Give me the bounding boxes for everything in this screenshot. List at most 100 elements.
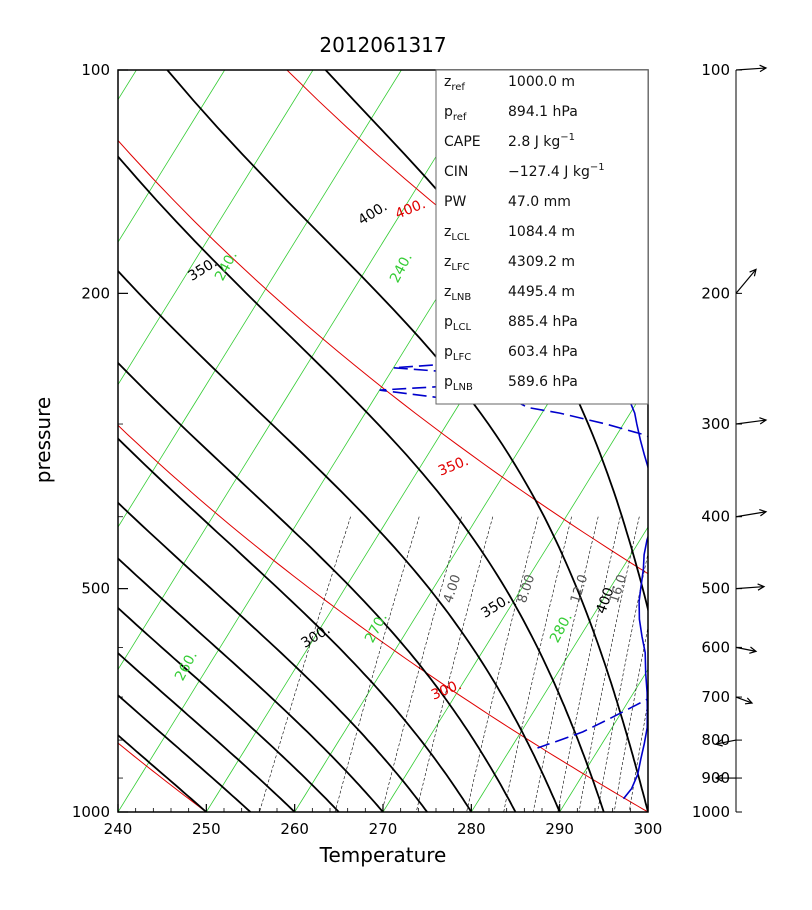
mixing-ratio-line <box>597 552 648 812</box>
y-tick-label: 100 <box>81 61 110 79</box>
wind-level-label: 200 <box>701 284 730 302</box>
x-tick-label: 250 <box>192 820 221 838</box>
wind-arrowhead <box>759 509 768 517</box>
dry-adiabat-label: 350. <box>436 453 471 480</box>
x-tick-label: 280 <box>457 820 486 838</box>
mixing-ratio-line <box>532 516 599 812</box>
wind-arrowhead <box>757 583 766 591</box>
isotherm-label: 240. <box>212 249 241 284</box>
wind-vector <box>735 696 753 704</box>
isotherm-label: 280. <box>547 611 576 646</box>
mixing-ratio-line <box>613 625 648 812</box>
mixing-ratio-label: 16.0 <box>607 573 630 605</box>
y-tick-label: 200 <box>81 284 110 302</box>
info-value: 894.1 hPa <box>508 104 578 120</box>
wind-level-label: 400 <box>701 508 730 526</box>
wind-vector <box>735 67 767 71</box>
info-value: 4495.4 m <box>508 284 575 300</box>
mixing-ratio-line <box>578 516 640 812</box>
dry-adiabat-line <box>118 424 648 812</box>
x-tick-label: 240 <box>104 820 133 838</box>
mixing-ratio-label: 8.00 <box>515 573 538 605</box>
info-value: 603.4 hPa <box>508 344 578 360</box>
wind-level-label: 1000 <box>692 803 730 821</box>
moist-adiabat-line <box>118 606 340 812</box>
moist-adiabat-line <box>118 501 428 812</box>
wind-level-label: 700 <box>701 688 730 706</box>
moist-adiabat-line <box>118 437 473 812</box>
moist-adiabat-line <box>118 651 296 812</box>
background-lines <box>118 70 648 812</box>
mixing-ratio-line <box>628 700 648 812</box>
info-value: 1084.4 m <box>508 224 575 240</box>
info-value: 1000.0 m <box>508 74 575 90</box>
info-value: −127.4 J kg−1 <box>508 162 605 180</box>
wind-arrowhead <box>749 268 757 277</box>
wind-vector <box>735 511 767 518</box>
dry-adiabat-line <box>118 139 648 575</box>
x-tick-label: 260 <box>280 820 309 838</box>
isotherm-line <box>559 668 648 812</box>
x-tick-label: 290 <box>545 820 574 838</box>
wind-vector <box>735 419 767 425</box>
wind-vector <box>735 268 757 294</box>
mixing-ratio-label: 4.00 <box>441 573 464 605</box>
info-value: 2.8 J kg−1 <box>508 132 575 150</box>
mixing-ratio-line <box>466 516 539 812</box>
info-value: 885.4 hPa <box>508 314 578 330</box>
wind-level-label: 500 <box>701 580 730 598</box>
isotherm-line <box>470 526 648 812</box>
isotherm-line <box>118 70 137 101</box>
mixing-ratio-line <box>381 516 462 812</box>
wind-arrowhead <box>759 417 768 425</box>
moist-adiabat-label: 300. <box>298 622 333 652</box>
moist-adiabat-label: 400. <box>355 199 390 229</box>
dry-adiabat-line <box>118 742 207 812</box>
info-value: 589.6 hPa <box>508 374 578 390</box>
chart-title: 2012061317 <box>319 33 446 57</box>
wind-arrowhead <box>749 646 758 654</box>
y-tick-label: 1000 <box>72 803 110 821</box>
moist-adiabat-line <box>118 734 207 812</box>
isotherm-line <box>118 70 314 386</box>
isotherm-line <box>118 70 402 528</box>
moist-adiabat-line <box>118 694 252 812</box>
moist-adiabat-line <box>118 155 605 812</box>
y-axis-label: pressure <box>31 397 55 483</box>
x-axis-label: Temperature <box>319 843 447 867</box>
info-name: PW <box>444 194 466 210</box>
mixing-ratio-line <box>334 516 420 812</box>
moist-adiabat-label: 350. <box>478 592 513 622</box>
wind-vector <box>735 646 757 652</box>
isotherm-line <box>118 70 579 812</box>
moist-adiabat-line <box>118 361 517 812</box>
wind-level-label: 600 <box>701 638 730 656</box>
wind-vector <box>715 739 737 745</box>
wind-arrowhead <box>744 697 754 705</box>
wind-vector <box>735 586 765 590</box>
info-name: CIN <box>444 164 468 180</box>
wind-level-label: 800 <box>701 731 730 749</box>
moist-adiabat-line <box>118 557 384 812</box>
info-value: 4309.2 m <box>508 254 575 270</box>
wind-arrowhead <box>714 774 723 782</box>
info-name: CAPE <box>444 134 481 150</box>
x-tick-label: 300 <box>634 820 663 838</box>
wind-arrowhead <box>759 64 768 73</box>
y-tick-label: 500 <box>81 580 110 598</box>
isotherm-line <box>382 383 648 812</box>
wind-arrowhead <box>714 739 723 747</box>
mixing-ratio-line <box>415 516 494 812</box>
x-tick-label: 270 <box>369 820 398 838</box>
isotherm-label: 240. <box>387 251 416 286</box>
wind-level-label: 300 <box>701 415 730 433</box>
mixing-ratio-line <box>259 516 351 812</box>
info-value: 47.0 mm <box>508 194 571 210</box>
info-box <box>435 69 649 405</box>
mixing-ratio-line <box>557 516 621 812</box>
wind-level-label: 100 <box>701 61 730 79</box>
moist-adiabat-line <box>118 269 561 812</box>
